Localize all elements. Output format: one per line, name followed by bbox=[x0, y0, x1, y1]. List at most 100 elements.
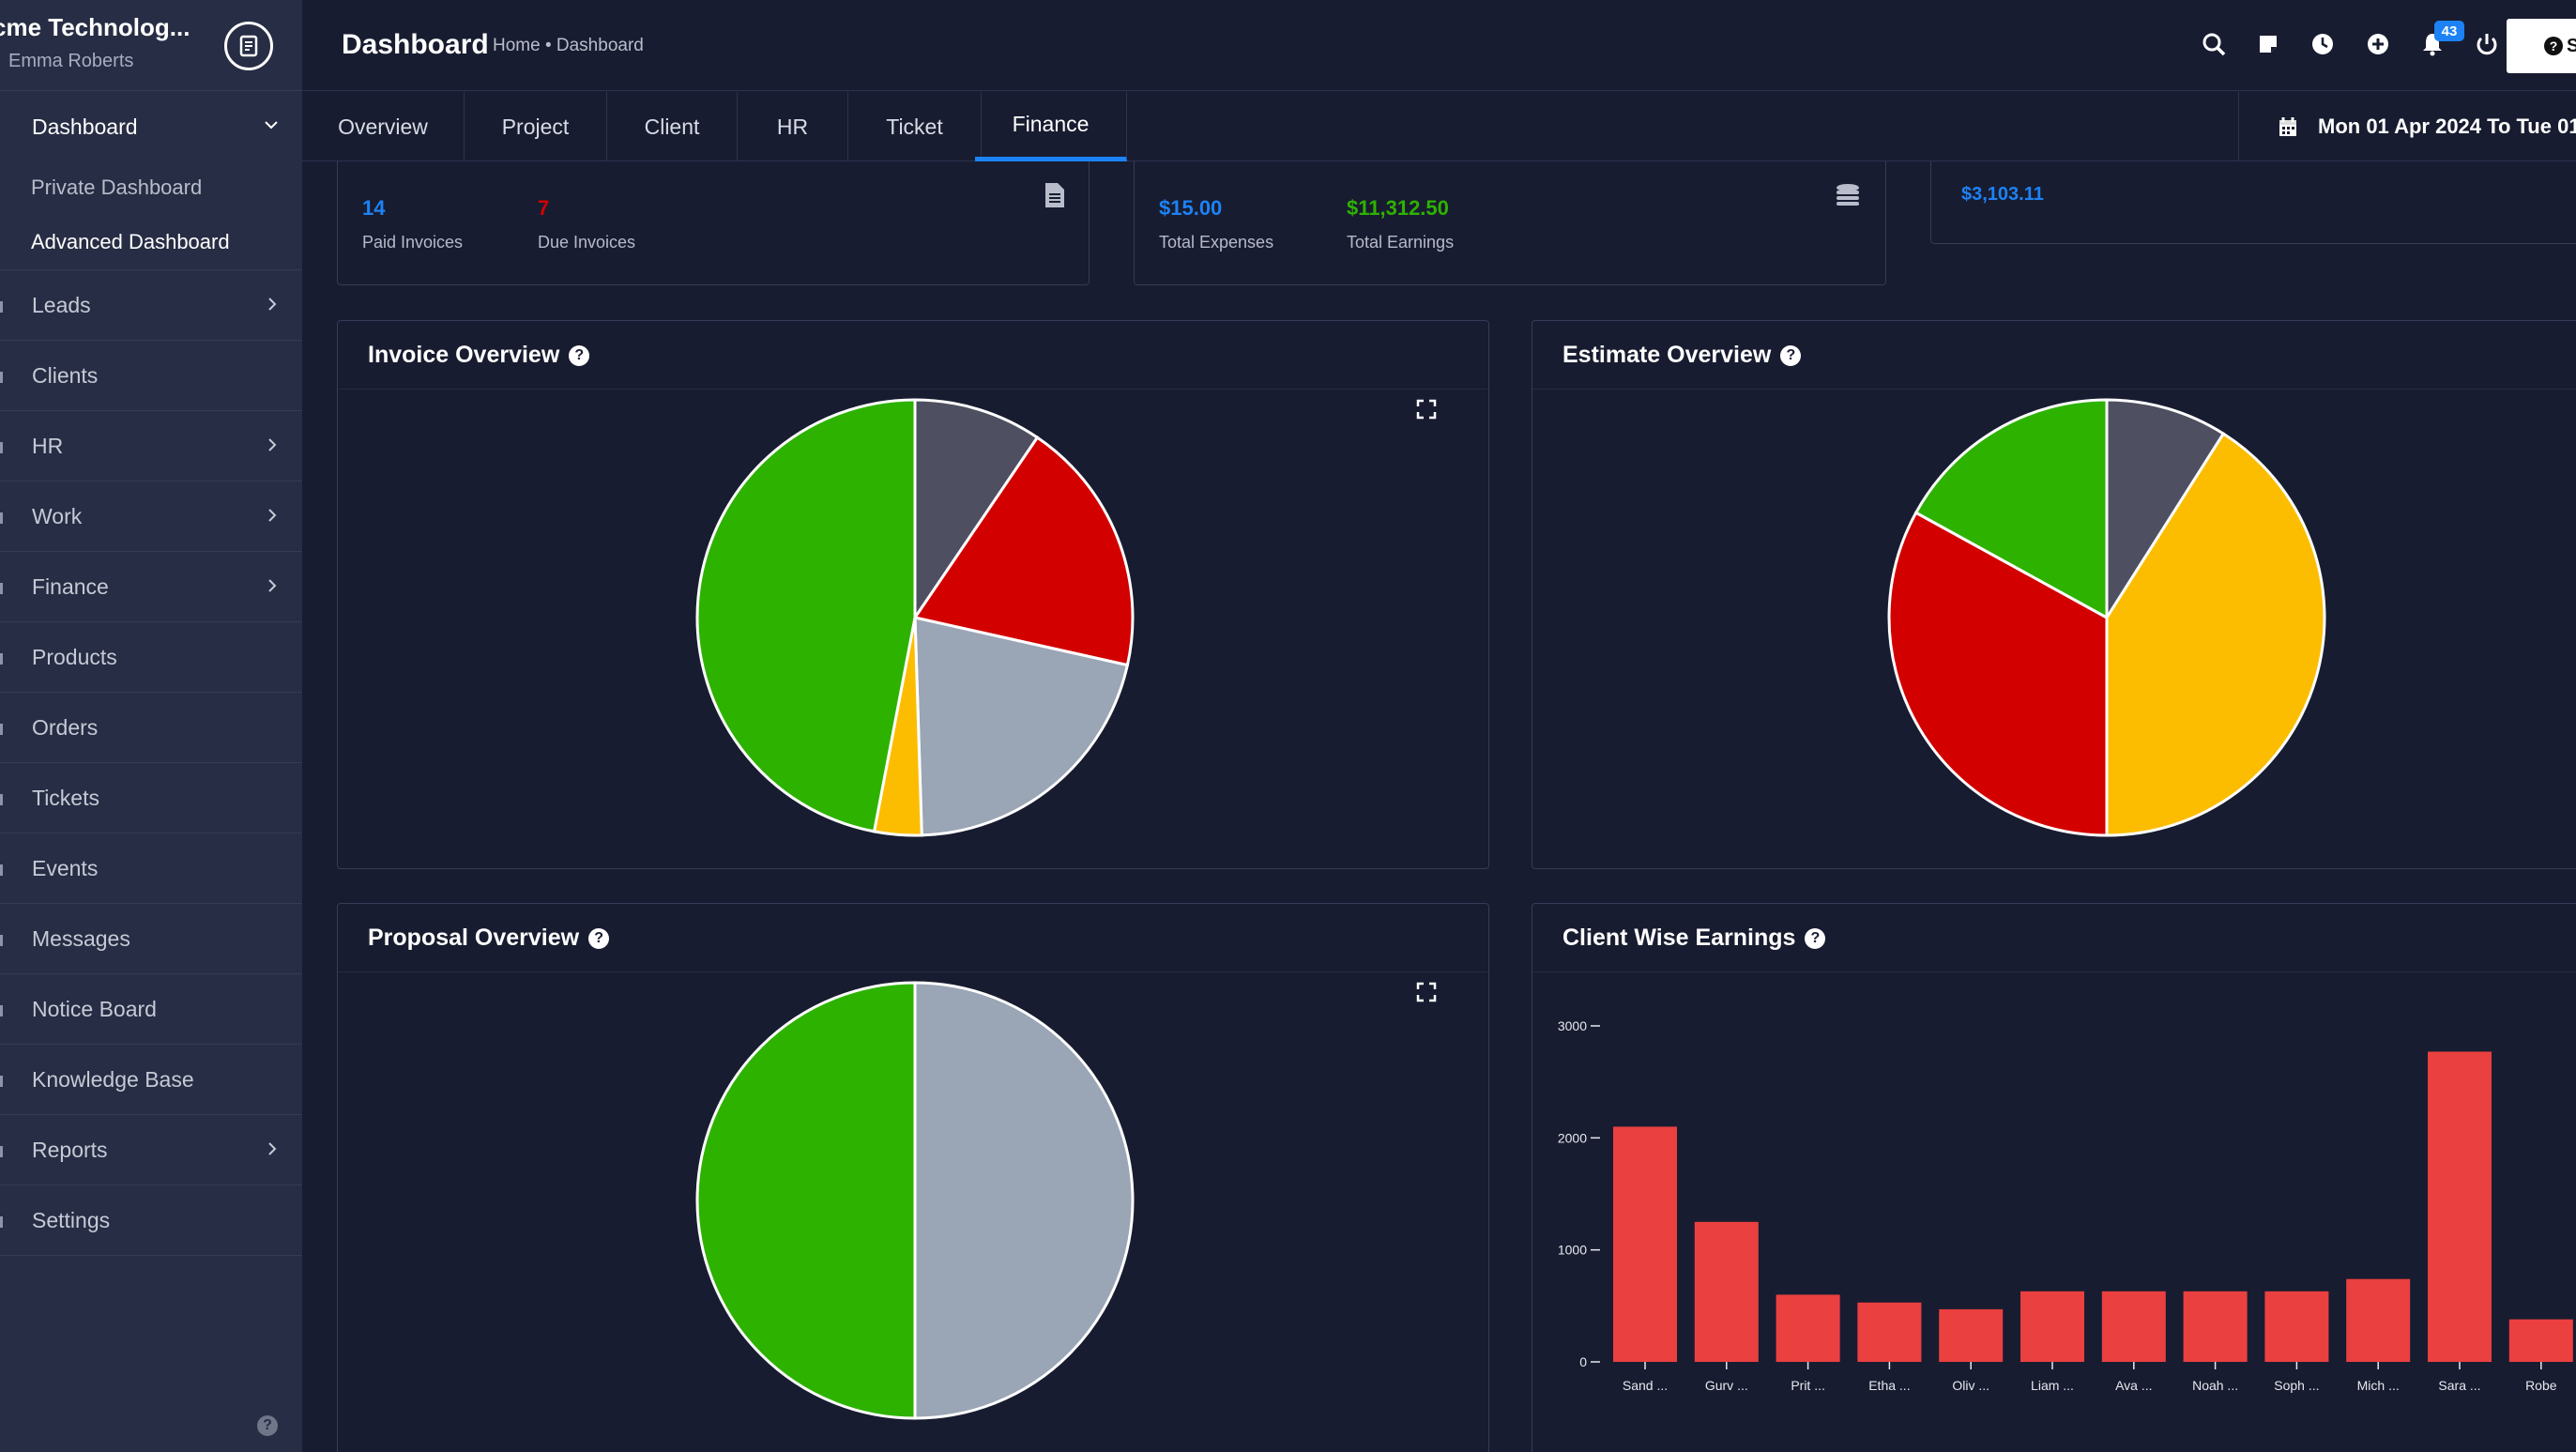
invoice-pie-slice-2[interactable] bbox=[913, 616, 1130, 837]
date-range-picker[interactable]: Mon 01 Apr 2024 To Tue 01 bbox=[2238, 92, 2576, 161]
sidebar-item-clients[interactable]: Clients bbox=[0, 341, 302, 411]
sidebar-item-messages[interactable]: Messages bbox=[0, 904, 302, 974]
proposal-pie-slice-1[interactable] bbox=[695, 981, 917, 1420]
estimate-pie-slice-3[interactable] bbox=[1913, 398, 2109, 620]
fullscreen-icon[interactable] bbox=[1416, 982, 1437, 1002]
fullscreen-icon[interactable] bbox=[1416, 399, 1437, 420]
bar-1[interactable] bbox=[1694, 1221, 1759, 1362]
chevron-right-icon bbox=[268, 1142, 277, 1155]
company-name[interactable]: cme Technolog... bbox=[0, 13, 191, 41]
sidebar-item-label: Clients bbox=[32, 362, 99, 388]
sidebar-item-knowledge-base[interactable]: Knowledge Base bbox=[0, 1045, 302, 1115]
company-logo-icon[interactable] bbox=[224, 22, 273, 70]
help-button[interactable]: ? S bbox=[2507, 19, 2576, 73]
sidebar-item-label: Messages bbox=[32, 925, 130, 951]
sidebar: cme Technolog... Emma Roberts Dashboard … bbox=[0, 0, 302, 1452]
x-tick-label: Prit ... bbox=[1791, 1378, 1825, 1393]
card-title: Estimate Overview? bbox=[1562, 342, 1802, 369]
sidebar-item-notice-board[interactable]: Notice Board bbox=[0, 974, 302, 1045]
help-icon[interactable]: ? bbox=[257, 1415, 278, 1436]
tab-client[interactable]: Client bbox=[607, 92, 738, 161]
chevron-down-icon[interactable] bbox=[264, 117, 279, 132]
power-icon[interactable] bbox=[2473, 30, 2501, 58]
bar-5[interactable] bbox=[2020, 1291, 2084, 1362]
bar-8[interactable] bbox=[2264, 1291, 2329, 1362]
sidebar-item-label: Events bbox=[32, 855, 99, 880]
sidebar-item-hr[interactable]: HR bbox=[0, 411, 302, 481]
clock-icon[interactable] bbox=[2309, 30, 2337, 58]
estimate-pie-slice-0[interactable] bbox=[2105, 398, 2226, 623]
sidebar-item-finance[interactable]: Finance bbox=[0, 552, 302, 622]
bar-10[interactable] bbox=[2428, 1051, 2492, 1362]
expenses-stat-card: $15.00 Total Expenses $11,312.50 Total E… bbox=[1134, 161, 1886, 285]
estimate-overview-card: Estimate Overview? bbox=[1532, 320, 2576, 869]
bar-6[interactable] bbox=[2101, 1291, 2166, 1362]
help-icon[interactable]: ? bbox=[1780, 344, 1802, 366]
bar-3[interactable] bbox=[1857, 1302, 1922, 1362]
tab-overview[interactable]: Overview bbox=[302, 92, 465, 161]
sidebar-item-events[interactable]: Events bbox=[0, 833, 302, 904]
invoice-pie-slice-4[interactable] bbox=[695, 398, 917, 833]
help-icon[interactable]: ? bbox=[1805, 927, 1826, 949]
invoice-overview-card: Invoice Overview? bbox=[337, 320, 1489, 869]
brand-header: cme Technolog... Emma Roberts bbox=[0, 0, 302, 91]
help-icon[interactable]: ? bbox=[588, 927, 610, 949]
client-earnings-card: Client Wise Earnings? 0 1000 2000 3000 Sand … bbox=[1532, 903, 2576, 1452]
bar-2[interactable] bbox=[1776, 1294, 1840, 1362]
x-tick-label: Noah ... bbox=[2192, 1378, 2238, 1393]
tab-project[interactable]: Project bbox=[465, 92, 607, 161]
total-earnings-value: $11,312.50 bbox=[1347, 196, 1449, 220]
sidebar-item-orders[interactable]: Orders bbox=[0, 693, 302, 763]
tab-finance[interactable]: Finance bbox=[975, 92, 1127, 161]
estimate-pie-slice-1[interactable] bbox=[2105, 432, 2326, 837]
question-icon: ? bbox=[2544, 37, 2563, 55]
estimate-pie-chart bbox=[1887, 398, 2326, 837]
bar-11[interactable] bbox=[2508, 1319, 2573, 1362]
sidebar-subitem-private-dashboard[interactable]: Private Dashboard bbox=[31, 176, 203, 199]
invoice-pie-slice-0[interactable] bbox=[913, 398, 1040, 622]
sidebar-item-work[interactable]: Work bbox=[0, 481, 302, 552]
top-header: Dashboard Home • Dashboard bbox=[302, 0, 2576, 91]
sidebar-item-label[interactable]: Dashboard bbox=[32, 115, 138, 139]
sidebar-item-settings[interactable]: Settings bbox=[0, 1185, 302, 1256]
x-tick-label: Liam ... bbox=[2031, 1378, 2074, 1393]
bar-4[interactable] bbox=[1939, 1308, 2004, 1362]
chevron-right-icon bbox=[268, 438, 277, 451]
chevron-right-icon bbox=[268, 509, 277, 522]
client-earnings-bar-chart: 0 1000 2000 3000 Sand ... Gurv ... Prit ... Eth… bbox=[1558, 1018, 2573, 1393]
invoices-stat-card: 14 Paid Invoices 7 Due Invoices bbox=[337, 161, 1090, 285]
sidebar-item-products[interactable]: Products bbox=[0, 622, 302, 693]
page-title: Dashboard bbox=[342, 29, 489, 60]
chevron-right-icon bbox=[268, 298, 277, 311]
tab-hr[interactable]: HR bbox=[738, 92, 848, 161]
breadcrumb[interactable]: Home • Dashboard bbox=[493, 36, 644, 55]
chevron-right-icon bbox=[268, 579, 277, 592]
bar-7[interactable] bbox=[2183, 1291, 2248, 1362]
sidebar-item-label: Work bbox=[32, 503, 83, 528]
search-icon[interactable] bbox=[2200, 30, 2228, 58]
x-tick-label: Etha ... bbox=[1868, 1378, 1910, 1393]
tab-ticket[interactable]: Ticket bbox=[848, 92, 982, 161]
x-tick-label: Sand ... bbox=[1623, 1378, 1668, 1393]
x-tick-label: Soph ... bbox=[2274, 1378, 2319, 1393]
sidebar-item-leads[interactable]: Leads bbox=[0, 270, 302, 341]
user-name[interactable]: Emma Roberts bbox=[8, 51, 134, 71]
sticky-note-icon[interactable] bbox=[2254, 30, 2282, 58]
sidebar-subitem-advanced-dashboard[interactable]: Advanced Dashboard bbox=[31, 230, 230, 253]
card-title: Invoice Overview? bbox=[368, 342, 590, 369]
sidebar-item-reports[interactable]: Reports bbox=[0, 1115, 302, 1185]
bar-0[interactable] bbox=[1613, 1126, 1677, 1362]
sidebar-item-label: Tickets bbox=[32, 785, 99, 810]
invoice-pie-chart bbox=[695, 398, 1135, 837]
total-expenses-value: $15.00 bbox=[1159, 196, 1223, 220]
help-icon[interactable]: ? bbox=[569, 344, 590, 366]
calendar-icon bbox=[2279, 117, 2296, 136]
estimate-pie-slice-2[interactable] bbox=[1887, 511, 2109, 837]
proposal-pie-slice-0[interactable] bbox=[913, 981, 1135, 1420]
invoice-pie-slice-1[interactable] bbox=[912, 436, 1135, 667]
add-circle-icon[interactable] bbox=[2364, 30, 2392, 58]
coins-icon bbox=[1837, 184, 1859, 206]
bar-9[interactable] bbox=[2346, 1278, 2411, 1362]
y-tick-label: 0 bbox=[1579, 1354, 1587, 1369]
sidebar-item-tickets[interactable]: Tickets bbox=[0, 763, 302, 833]
